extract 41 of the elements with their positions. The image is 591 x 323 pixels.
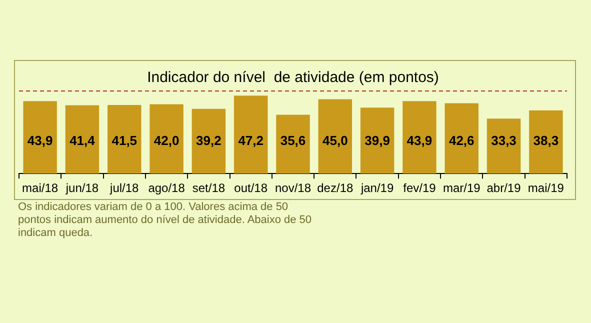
data-label: 39,2 xyxy=(196,133,222,148)
bar xyxy=(360,108,394,174)
x-tick-label: mai/19 xyxy=(528,181,564,196)
bar xyxy=(108,105,142,174)
data-label: 43,9 xyxy=(406,133,432,148)
text: Os indicadores variam de 0 a 100. Valores acima de 50 pontos indicam aumento do nível de atividade. Abaixo de 50 indicam queda. xyxy=(18,201,313,240)
bar xyxy=(444,103,478,174)
bar xyxy=(318,99,352,174)
bar xyxy=(402,101,436,174)
bar xyxy=(276,114,310,174)
bar xyxy=(23,101,57,174)
bar xyxy=(529,110,563,174)
x-tick-label: jun/18 xyxy=(64,181,99,196)
chart-title: Indicador do nível de atividade (em pontos) xyxy=(147,69,439,86)
bar xyxy=(486,118,521,174)
data-label: 41,4 xyxy=(70,133,96,148)
x-tick-label: jul/18 xyxy=(109,181,140,196)
x-tick-label: mai/18 xyxy=(22,181,58,196)
data-label: 35,6 xyxy=(280,133,306,148)
x-tick-label: set/18 xyxy=(192,181,226,196)
x-tick-label: jan/19 xyxy=(360,181,394,196)
x-tick-label: fev/19 xyxy=(403,181,436,196)
x-tick-label: nov/18 xyxy=(274,181,312,196)
x-tick-label: dez/18 xyxy=(317,181,354,196)
bar xyxy=(65,105,100,174)
bar xyxy=(192,108,226,174)
data-label: 38,3 xyxy=(533,133,559,148)
data-label: 45,0 xyxy=(322,133,348,148)
data-label: 42,6 xyxy=(448,133,474,148)
data-label: 42,0 xyxy=(154,133,180,148)
x-tick-label: ago/18 xyxy=(148,181,186,196)
data-label: 47,2 xyxy=(238,133,264,148)
data-label: 33,3 xyxy=(491,133,516,148)
data-label: 43,9 xyxy=(27,133,53,148)
x-tick-label: abr/19 xyxy=(486,181,522,196)
bar xyxy=(150,104,184,174)
x-tick-label: mar/19 xyxy=(442,181,481,196)
bar xyxy=(234,96,268,174)
data-label: 39,9 xyxy=(364,133,390,148)
x-tick-label: out/18 xyxy=(234,181,268,196)
data-label: 41,5 xyxy=(112,133,138,148)
